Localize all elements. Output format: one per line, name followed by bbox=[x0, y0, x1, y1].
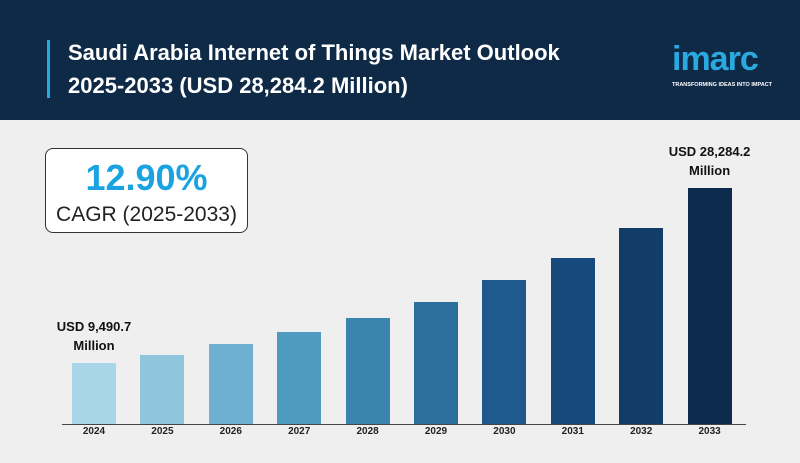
header: Saudi Arabia Internet of Things Market O… bbox=[0, 0, 800, 120]
logo-tagline: TRANSFORMING IDEAS INTO IMPACT bbox=[672, 82, 773, 88]
bar bbox=[687, 188, 732, 424]
x-tick-label: 2025 bbox=[151, 426, 174, 437]
bar bbox=[414, 302, 458, 424]
bar bbox=[72, 363, 116, 424]
accent-line bbox=[47, 40, 50, 98]
x-tick-label: 2026 bbox=[219, 426, 242, 437]
chart-title: Saudi Arabia Internet of Things Market O… bbox=[68, 40, 560, 98]
bar bbox=[208, 344, 253, 424]
bar bbox=[345, 317, 390, 424]
bar bbox=[482, 279, 527, 424]
bar bbox=[619, 227, 664, 424]
x-tick-label: 2027 bbox=[288, 426, 311, 437]
x-tick-label: 2028 bbox=[356, 426, 379, 437]
x-tick-label: 2032 bbox=[630, 426, 653, 437]
x-tick-label: 2031 bbox=[561, 426, 584, 437]
value-label: USD 9,490.7 Million bbox=[56, 319, 132, 353]
cagr-box: 12.90% CAGR (2025-2033) bbox=[45, 148, 248, 233]
cagr-value: 12.90% bbox=[85, 157, 208, 198]
logo: imarc bbox=[672, 40, 759, 78]
x-tick-label: 2029 bbox=[424, 426, 448, 437]
x-tick-label: 2024 bbox=[82, 426, 106, 437]
cagr-label: CAGR (2025-2033) bbox=[56, 203, 237, 226]
bar bbox=[550, 257, 595, 424]
bar bbox=[140, 354, 185, 424]
value-label: USD 28,284.2 Million bbox=[668, 144, 751, 178]
axis-line bbox=[62, 424, 746, 425]
bar bbox=[277, 331, 322, 424]
x-tick-label: 2033 bbox=[698, 426, 721, 437]
x-tick-label: 2030 bbox=[493, 426, 516, 437]
